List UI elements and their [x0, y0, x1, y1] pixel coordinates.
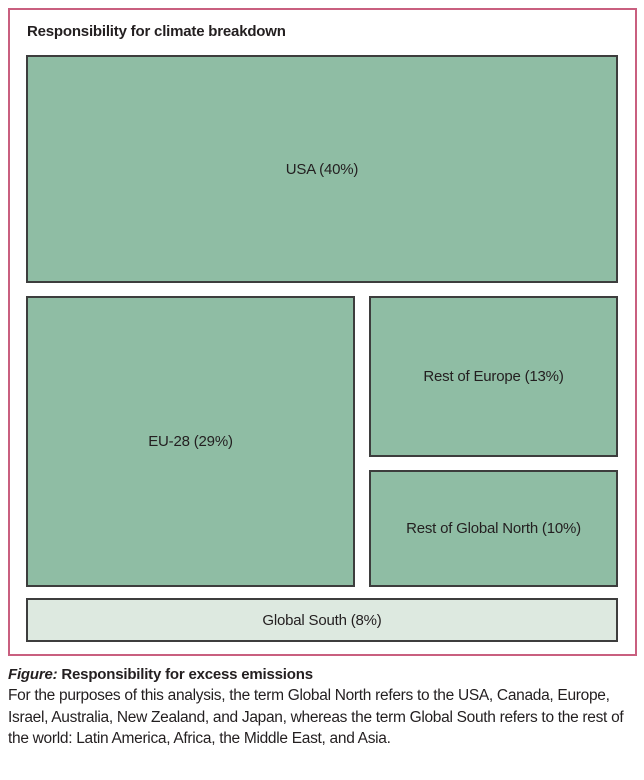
treemap-block-rest-of-global-north: Rest of Global North (10%)	[369, 470, 618, 587]
treemap-block-rest-of-europe-label: Rest of Europe (13%)	[423, 368, 564, 385]
figure-caption-title-text: Responsibility for excess emissions	[61, 666, 313, 683]
treemap-block-global-south-label: Global South (8%)	[262, 611, 382, 629]
figure-caption-label: Figure:	[8, 666, 58, 683]
treemap-block-usa-label: USA (40%)	[285, 160, 359, 178]
treemap-block-rest-of-global-north-label: Rest of Global North (10%)	[406, 520, 581, 537]
figure-caption-title: Figure: Responsibility for excess emissi…	[8, 666, 640, 683]
figure-caption-body: For the purposes of this analysis, the t…	[8, 687, 624, 747]
treemap-block-eu28-label: EU-28 (29%)	[148, 433, 233, 450]
treemap-block-usa: USA (40%)	[26, 55, 618, 283]
treemap-block-global-south: Global South (8%)	[26, 598, 618, 642]
treemap-block-rest-of-europe: Rest of Europe (13%)	[369, 296, 618, 457]
treemap-block-eu28: EU-28 (29%)	[26, 296, 355, 587]
panel-title: Responsibility for climate breakdown	[27, 23, 286, 40]
figure-caption: Figure: Responsibility for excess emissi…	[8, 666, 640, 750]
figure-box: Responsibility for climate breakdown USA…	[8, 8, 637, 656]
